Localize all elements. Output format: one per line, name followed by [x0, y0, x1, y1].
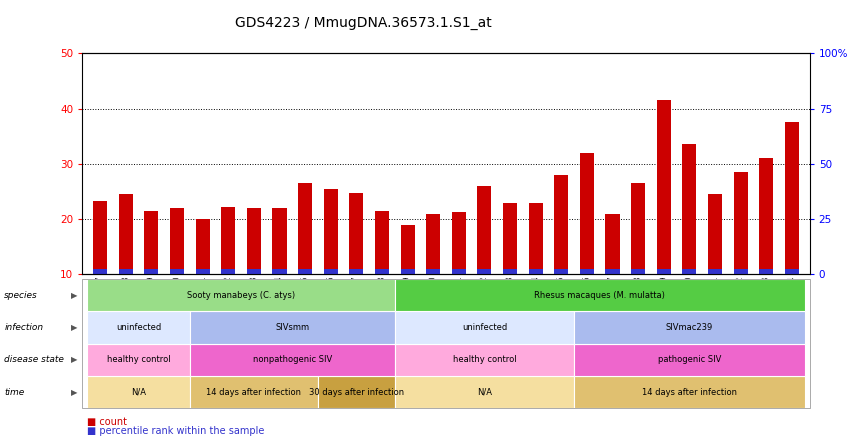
Bar	[452, 269, 466, 274]
Bar	[324, 189, 338, 274]
Text: nonpathogenic SIV: nonpathogenic SIV	[253, 355, 332, 365]
Text: infection: infection	[4, 323, 43, 332]
Text: N/A: N/A	[131, 388, 146, 397]
Bar	[400, 269, 415, 274]
Bar	[656, 100, 671, 274]
Bar	[528, 269, 543, 274]
Bar	[170, 269, 184, 274]
Bar	[682, 144, 696, 274]
Bar	[119, 269, 132, 274]
Text: uninfected: uninfected	[462, 323, 507, 332]
Bar	[452, 213, 466, 274]
Bar	[785, 269, 798, 274]
Text: Rhesus macaques (M. mulatta): Rhesus macaques (M. mulatta)	[534, 290, 665, 300]
Bar	[375, 211, 389, 274]
Text: ■ count: ■ count	[87, 417, 126, 428]
Bar	[605, 269, 619, 274]
Bar	[759, 269, 773, 274]
Bar	[528, 202, 543, 274]
Bar	[631, 269, 645, 274]
Text: disease state: disease state	[4, 355, 64, 365]
Text: ▶: ▶	[71, 388, 78, 397]
Bar	[273, 208, 287, 274]
Bar	[605, 214, 619, 274]
Bar	[298, 183, 312, 274]
Text: Sooty manabeys (C. atys): Sooty manabeys (C. atys)	[187, 290, 295, 300]
Text: ■ percentile rank within the sample: ■ percentile rank within the sample	[87, 426, 264, 436]
Text: 30 days after infection: 30 days after infection	[309, 388, 404, 397]
Text: pathogenic SIV: pathogenic SIV	[657, 355, 721, 365]
Text: healthy control: healthy control	[453, 355, 516, 365]
Bar	[580, 269, 594, 274]
Bar	[94, 202, 107, 274]
Bar	[503, 269, 517, 274]
Bar	[503, 202, 517, 274]
Bar	[708, 194, 722, 274]
Text: ▶: ▶	[71, 290, 78, 300]
Bar	[785, 123, 798, 274]
Text: GDS4223 / MmugDNA.36573.1.S1_at: GDS4223 / MmugDNA.36573.1.S1_at	[236, 16, 492, 30]
Bar	[349, 193, 364, 274]
Bar	[426, 214, 440, 274]
Bar	[631, 183, 645, 274]
Bar	[477, 186, 492, 274]
Text: SIVmac239: SIVmac239	[666, 323, 713, 332]
Bar	[196, 269, 210, 274]
Bar	[580, 153, 594, 274]
Text: time: time	[4, 388, 24, 397]
Text: ▶: ▶	[71, 323, 78, 332]
Bar	[656, 269, 671, 274]
Bar	[119, 194, 132, 274]
Bar	[759, 159, 773, 274]
Text: 14 days after infection: 14 days after infection	[206, 388, 301, 397]
Bar	[145, 269, 158, 274]
Bar	[375, 269, 389, 274]
Bar	[734, 269, 747, 274]
Text: uninfected: uninfected	[116, 323, 161, 332]
Text: species: species	[4, 290, 38, 300]
Bar	[221, 207, 236, 274]
Text: N/A: N/A	[477, 388, 492, 397]
Bar	[554, 269, 568, 274]
Bar	[247, 208, 261, 274]
Bar	[477, 269, 492, 274]
Bar	[734, 172, 747, 274]
Bar	[247, 269, 261, 274]
Bar	[196, 219, 210, 274]
Bar	[298, 269, 312, 274]
Bar	[554, 175, 568, 274]
Text: healthy control: healthy control	[107, 355, 171, 365]
Bar	[349, 269, 364, 274]
Bar	[273, 269, 287, 274]
Bar	[221, 269, 236, 274]
Bar	[145, 211, 158, 274]
Bar	[682, 269, 696, 274]
Text: 14 days after infection: 14 days after infection	[642, 388, 737, 397]
Bar	[426, 269, 440, 274]
Bar	[94, 269, 107, 274]
Bar	[170, 208, 184, 274]
Bar	[708, 269, 722, 274]
Text: ▶: ▶	[71, 355, 78, 365]
Bar	[400, 225, 415, 274]
Bar	[324, 269, 338, 274]
Text: SIVsmm: SIVsmm	[275, 323, 309, 332]
